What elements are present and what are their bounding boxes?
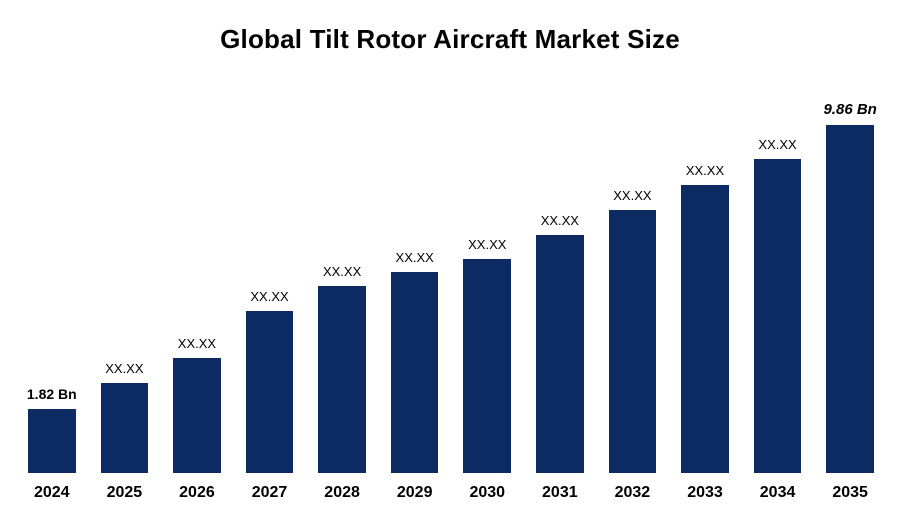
bar-column-2031: XX.XX — [536, 88, 584, 473]
x-tick-2031: 2031 — [542, 484, 578, 501]
bar-column-2034: XX.XX — [753, 88, 802, 473]
bar-2028 — [318, 286, 366, 473]
x-tick-2028: 2028 — [324, 484, 360, 501]
value-label-2027: XX.XX — [250, 289, 289, 304]
x-axis: 2024 2025 2026 2027 2028 2029 2030 2031 2032 2033… — [28, 484, 874, 502]
value-label-2030: XX.XX — [468, 237, 507, 252]
bar-2032 — [608, 210, 657, 473]
chart-title: Global Tilt Rotor Aircraft Market Size — [220, 24, 680, 54]
bar-2031 — [536, 235, 584, 473]
x-tick-2029: 2029 — [396, 484, 433, 501]
x-tick-2027: 2027 — [251, 484, 288, 501]
bar-column-2030: XX.XX — [463, 88, 512, 473]
bar-2025 — [100, 383, 149, 473]
bar-2027 — [245, 311, 294, 473]
value-label-2033: XX.XX — [685, 163, 725, 178]
bar-2035 — [826, 125, 874, 473]
bar-column-2033: XX.XX — [681, 88, 729, 473]
x-tick-2033: 2033 — [687, 484, 723, 501]
bar-2026 — [173, 358, 221, 473]
bar-2034 — [753, 159, 802, 473]
x-tick-2025: 2025 — [106, 484, 143, 501]
value-label-2024: 1.82 Bn — [26, 386, 77, 402]
value-label-2031: XX.XX — [540, 213, 579, 228]
bar-2030 — [463, 259, 512, 473]
bar-column-2026: XX.XX — [173, 88, 221, 473]
bar-2029 — [390, 272, 439, 473]
bar-column-2024: 1.82 Bn — [26, 88, 77, 473]
x-tick-2034: 2034 — [759, 484, 796, 501]
x-tick-2024: 2024 — [33, 484, 70, 501]
bar-column-2029: XX.XX — [390, 88, 439, 473]
bar-column-2025: XX.XX — [100, 88, 149, 473]
bar-chart-plot-area: 1.82 Bn XX.XX XX.XX XX.XX XX.XX XX.XX XX.XX XX.… — [26, 88, 877, 473]
x-tick-2032: 2032 — [614, 484, 651, 501]
bar-column-2035: 9.86 Bn — [823, 88, 877, 473]
value-label-2032: XX.XX — [613, 188, 652, 203]
bar-column-2032: XX.XX — [608, 88, 657, 473]
bar-column-2027: XX.XX — [245, 88, 294, 473]
bar-2024 — [28, 409, 76, 473]
x-tick-2035: 2035 — [832, 484, 868, 501]
x-tick-2026: 2026 — [179, 484, 215, 501]
value-label-2026: XX.XX — [177, 336, 217, 351]
value-label-2029: XX.XX — [395, 250, 434, 265]
value-label-2035: 9.86 Bn — [823, 101, 877, 118]
bar-2033 — [681, 185, 729, 473]
value-label-2034: XX.XX — [758, 137, 797, 152]
value-label-2025: XX.XX — [105, 361, 144, 376]
x-tick-2030: 2030 — [469, 484, 506, 501]
value-label-2028: XX.XX — [322, 264, 362, 279]
bar-column-2028: XX.XX — [318, 88, 366, 473]
